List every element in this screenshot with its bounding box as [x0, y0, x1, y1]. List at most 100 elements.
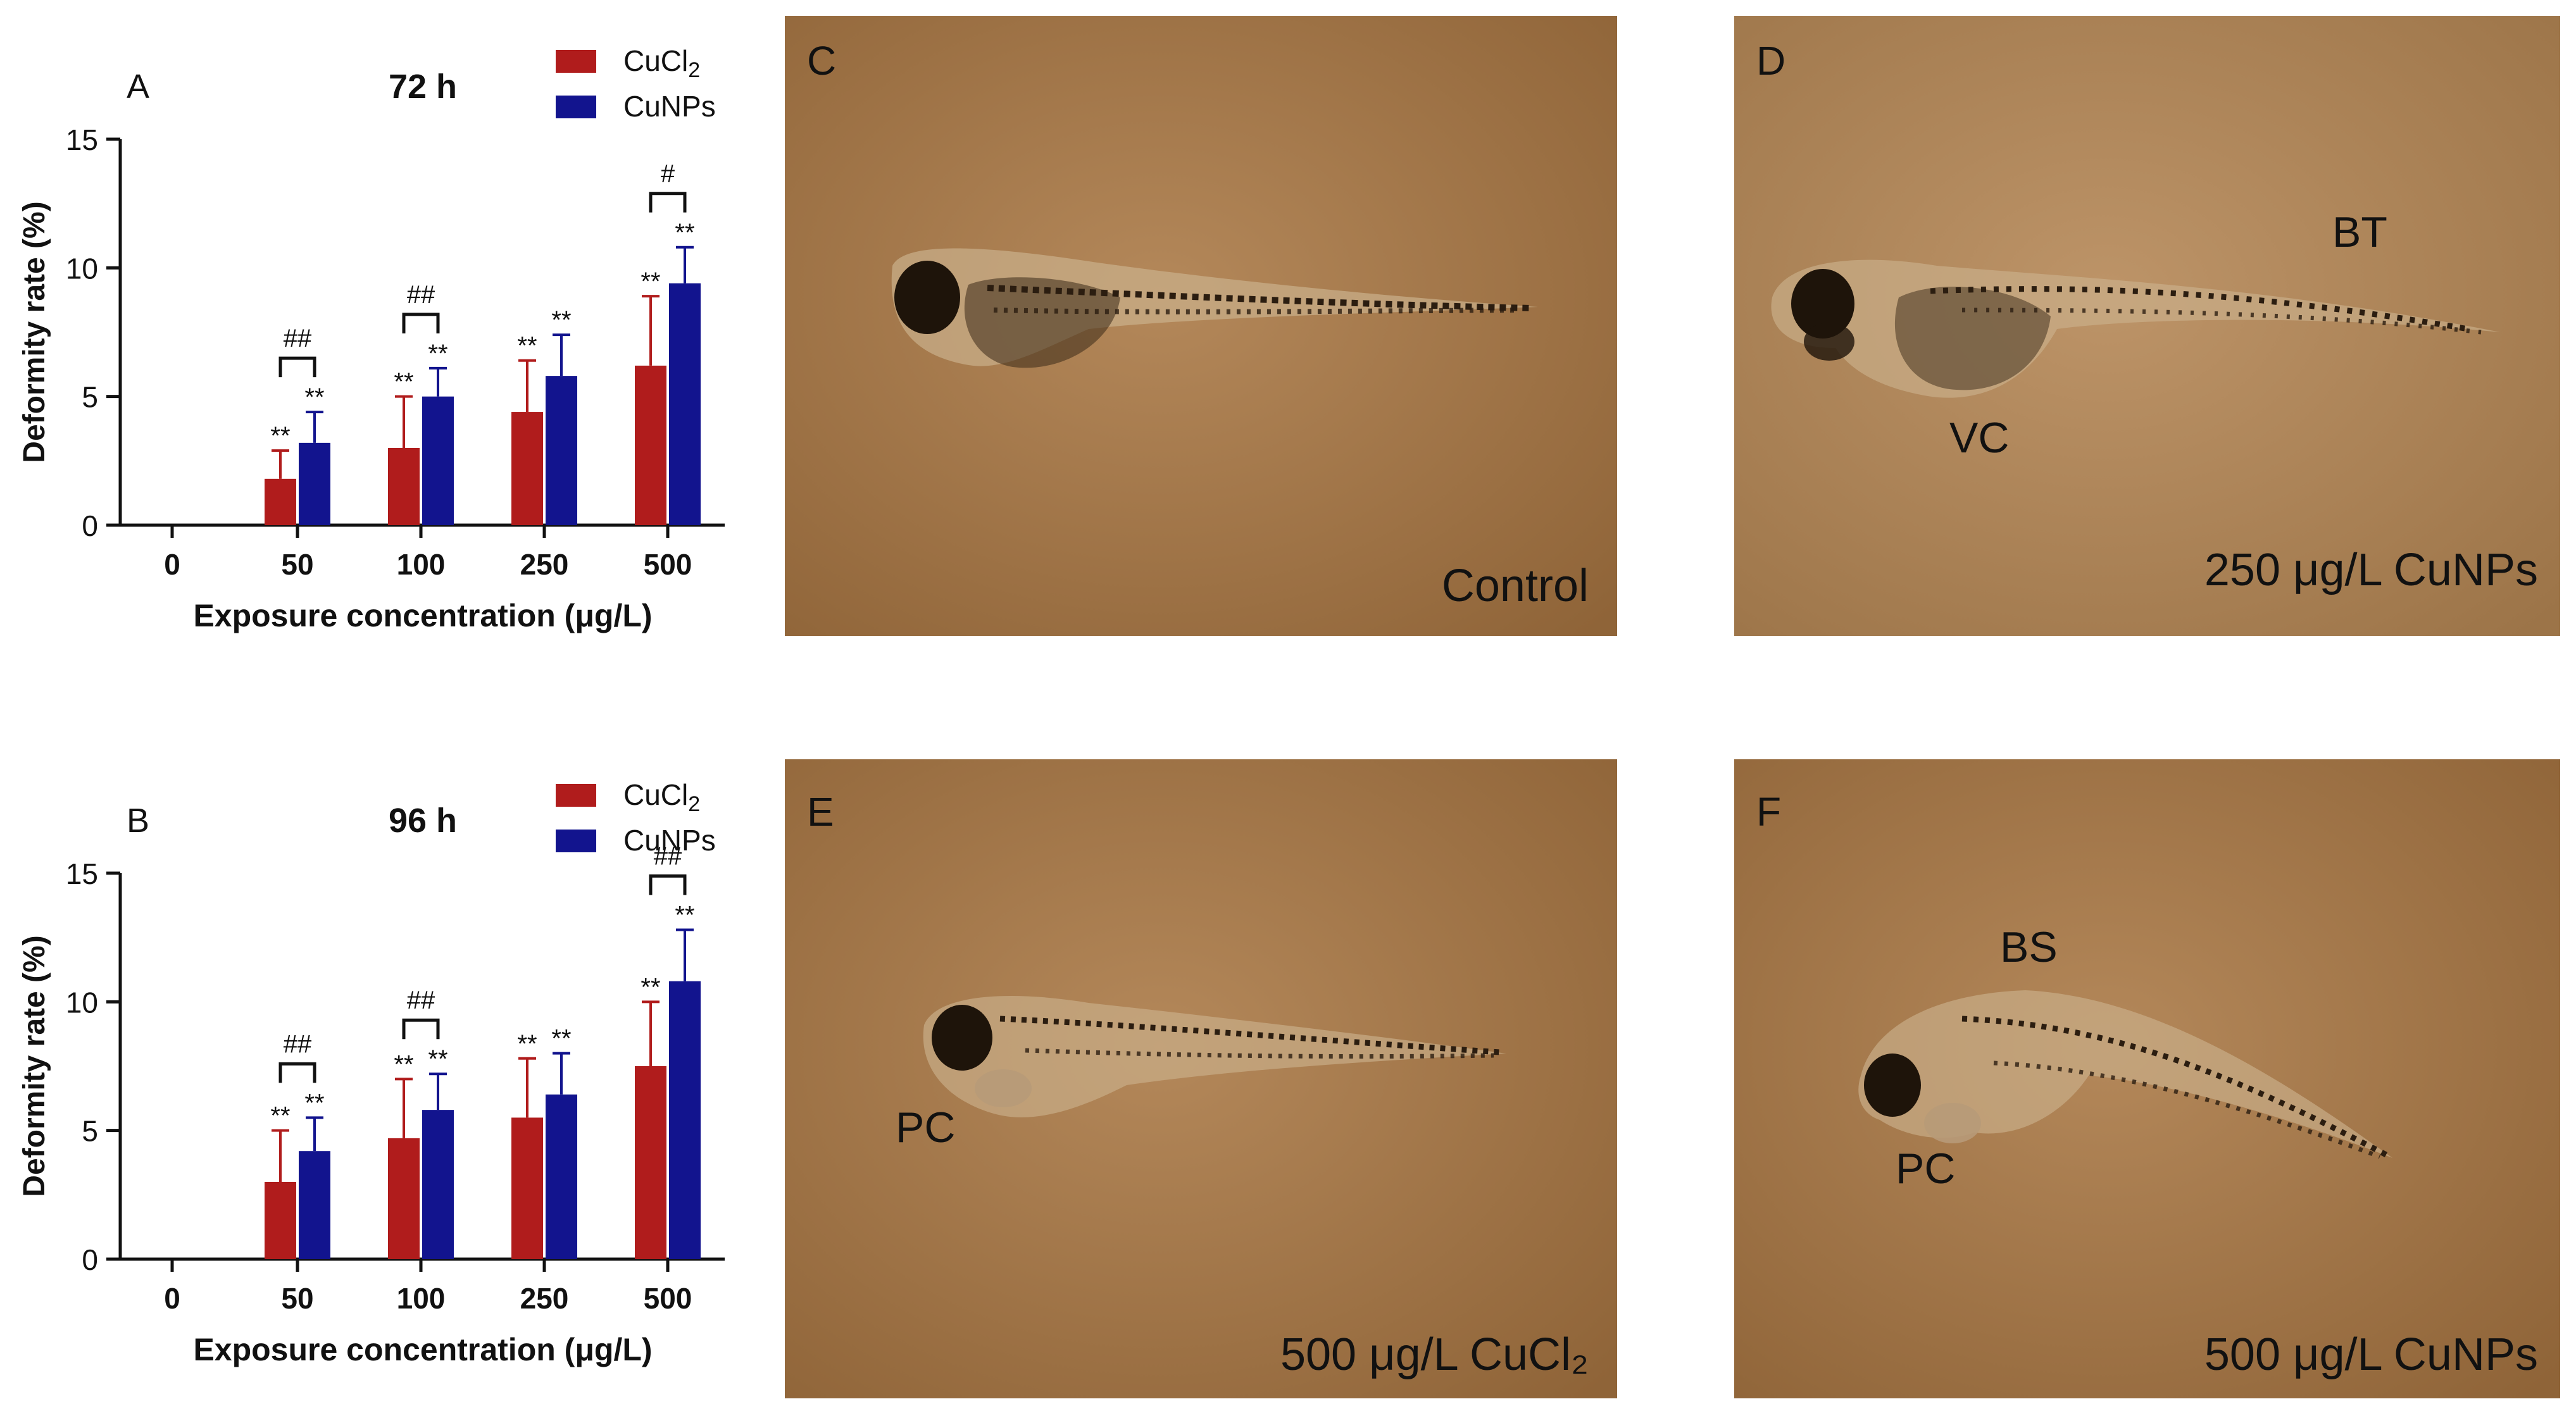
x-tick-label: 500 [644, 548, 692, 581]
annotation-vc: VC [1949, 414, 2009, 462]
legend-swatch [556, 830, 596, 852]
photo-background [785, 759, 1617, 1398]
chart-title: 72 h [389, 68, 457, 106]
comparison-label: ## [284, 325, 312, 352]
comparison-bracket [402, 313, 440, 333]
comparison-label: ## [407, 281, 435, 309]
x-tick-label: 100 [397, 548, 446, 581]
bar [511, 1117, 543, 1259]
significance-marker: ** [304, 383, 324, 411]
legend-label: CuNPs [623, 824, 716, 857]
bar [669, 283, 701, 525]
significance-marker: ** [641, 268, 660, 295]
bar [422, 1110, 454, 1259]
bar [265, 1182, 296, 1259]
significance-marker: ** [428, 1045, 447, 1073]
chart-b: B 96 h CuCl2 CuNPs 0 5 10 15 0 50 100 250 500 Exposur… [18, 778, 725, 1367]
comparison-bracket [649, 192, 687, 213]
y-axis-label: Deformity rate (%) [18, 201, 51, 463]
bar [388, 448, 420, 525]
photo-panel-d: D BT VC 250 μg/L CuNPs [1734, 16, 2560, 636]
legend-swatch [556, 50, 596, 73]
bar [635, 1066, 666, 1259]
legend-label-subscript: 2 [688, 792, 700, 816]
annotation-pc: PC [1896, 1145, 1955, 1193]
photo-caption: 250 μg/L CuNPs [2204, 545, 2538, 595]
comparison-bracket [649, 874, 687, 895]
significance-marker: ** [428, 340, 447, 368]
comparison-bracket [278, 1062, 316, 1083]
panel-letter: B [127, 802, 149, 840]
significance-marker: ** [675, 901, 694, 929]
chart-title: 96 h [389, 802, 457, 840]
comparison-label: # [661, 160, 675, 188]
significance-marker: ** [675, 219, 694, 247]
chart-a: A 72 h CuCl2 CuNPs 0 5 10 15 0 50 100 250 500 Exposur… [18, 44, 725, 633]
photo-letter: C [807, 38, 836, 84]
photo-letter: D [1756, 38, 1785, 84]
bar [265, 478, 296, 525]
x-tick-label: 250 [520, 548, 569, 581]
photo-panel-c: C Control [785, 16, 1617, 636]
bar [669, 981, 701, 1259]
x-tick-label: 50 [281, 548, 313, 581]
x-tick-label: 100 [397, 1282, 446, 1315]
y-tick-label: 0 [82, 509, 98, 542]
significance-marker: ** [517, 332, 537, 360]
zebrafish-larva-image [923, 996, 1506, 1117]
x-tick-label: 250 [520, 1282, 569, 1315]
annotation-bt: BT [2332, 208, 2387, 256]
x-tick-label: 500 [644, 1282, 692, 1315]
x-tick-label: 0 [164, 1282, 180, 1315]
comparison-label: ## [654, 842, 682, 870]
bar [511, 412, 543, 525]
x-axis-label: Exposure concentration (μg/L) [193, 598, 652, 633]
y-tick-label: 0 [82, 1243, 98, 1276]
photo-caption: Control [1442, 561, 1589, 611]
y-tick-label: 5 [82, 1115, 98, 1148]
photo-letter: F [1756, 789, 1781, 835]
significance-marker: ** [517, 1030, 537, 1058]
photo-panel-f: F BS PC 500 μg/L CuNPs [1734, 759, 2560, 1398]
significance-marker: ** [304, 1089, 324, 1117]
y-tick-label: 10 [66, 252, 98, 285]
y-tick-label: 15 [66, 857, 98, 890]
photo-panel-e: E PC 500 μg/L CuCl₂ [785, 759, 1617, 1398]
bar [635, 365, 666, 525]
annotation-bs: BS [2000, 923, 2058, 971]
y-tick-label: 5 [82, 381, 98, 414]
legend-swatch [556, 96, 596, 118]
zebrafish-larva-image [1858, 990, 2392, 1159]
legend-label-subscript: 2 [688, 58, 700, 82]
significance-marker: ** [394, 368, 413, 396]
legend-label: CuNPs [623, 90, 716, 123]
significance-marker: ** [394, 1050, 413, 1078]
photo-caption: 500 μg/L CuNPs [2204, 1329, 2538, 1380]
bar [546, 1094, 577, 1259]
zebrafish-larva-image [891, 248, 1538, 368]
bar [299, 1151, 330, 1259]
significance-marker: ** [270, 422, 290, 450]
significance-marker: ** [270, 1102, 290, 1130]
photo-caption: 500 μg/L CuCl₂ [1280, 1329, 1589, 1380]
bar [422, 396, 454, 525]
panel-letter: A [127, 68, 149, 106]
x-axis-label: Exposure concentration (μg/L) [193, 1332, 652, 1367]
comparison-bracket [278, 356, 316, 378]
annotation-pc: PC [896, 1103, 955, 1152]
comparison-label: ## [284, 1030, 312, 1058]
legend-swatch [556, 784, 596, 807]
comparison-label: ## [407, 986, 435, 1014]
legend-label: CuCl2 [623, 778, 700, 816]
photo-letter: E [807, 789, 834, 835]
x-tick-label: 0 [164, 548, 180, 581]
y-tick-label: 10 [66, 986, 98, 1019]
x-tick-label: 50 [281, 1282, 313, 1315]
bar [546, 376, 577, 525]
comparison-bracket [402, 1018, 440, 1040]
y-axis-label: Deformity rate (%) [18, 935, 51, 1197]
significance-marker: ** [551, 1025, 571, 1053]
significance-marker: ** [551, 306, 571, 334]
y-tick-label: 15 [66, 123, 98, 156]
